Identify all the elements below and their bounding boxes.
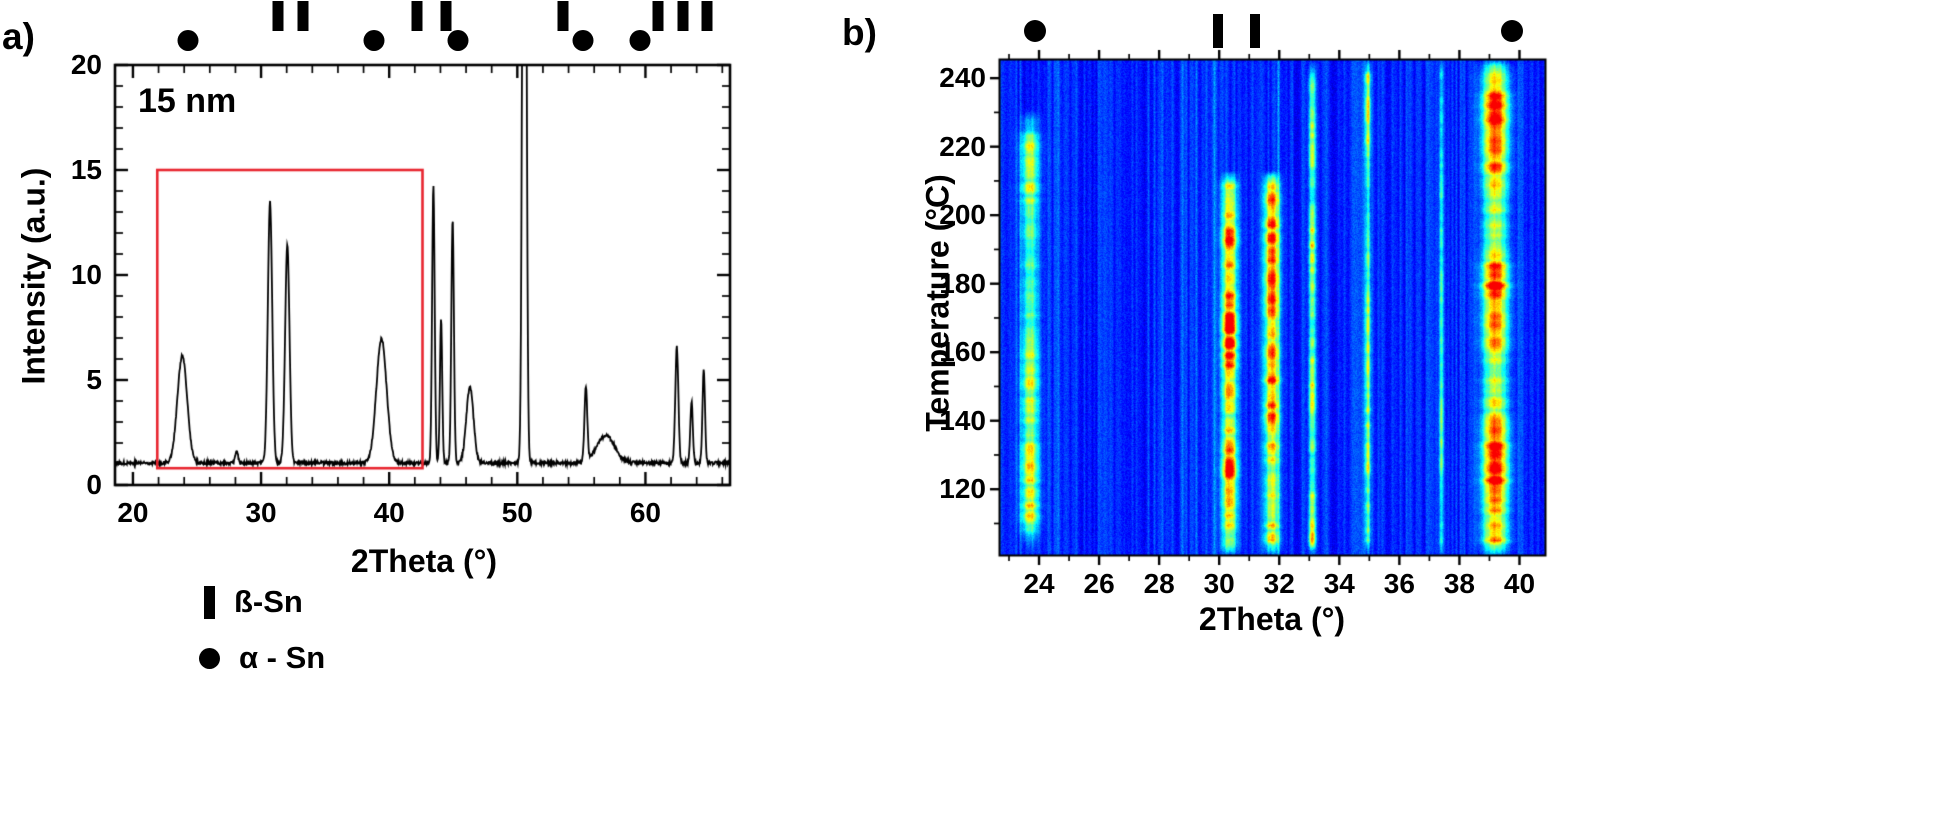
beta-sn-peak-marker <box>557 1 569 31</box>
a-y-tick-label: 10 <box>70 259 102 290</box>
alpha-sn-peak-marker <box>1500 20 1523 42</box>
b-x-tick-label: 28 <box>1143 568 1175 599</box>
film-thickness-annotation: 15 nm <box>138 82 237 120</box>
beta-sn-peak-marker <box>411 1 423 31</box>
panel-b-label: b) <box>842 12 877 53</box>
beta-sn-peak-marker <box>440 1 452 31</box>
panel-a-label: a) <box>2 16 35 57</box>
legend-beta-sn: ß-Sn <box>204 584 303 620</box>
b-x-tick-label: 34 <box>1323 568 1355 599</box>
a-y-tick-label: 15 <box>70 154 102 185</box>
alpha-sn-peak-marker <box>1023 20 1046 42</box>
beta-sn-peak-marker <box>272 1 284 31</box>
beta-sn-peak-marker <box>297 1 309 31</box>
b-x-tick-label: 32 <box>1263 568 1295 599</box>
b-x-tick-label: 38 <box>1443 568 1475 599</box>
b-x-tick-label: 36 <box>1383 568 1415 599</box>
b-y-tick-label: 180 <box>939 267 986 299</box>
beta-sn-peak-marker <box>1212 14 1223 48</box>
xrd-pattern-plot <box>0 0 795 565</box>
a-y-tick-label: 20 <box>70 49 102 80</box>
alpha-sn-peak-marker <box>629 30 651 51</box>
beta-sn-peak-marker <box>652 1 664 31</box>
panel-b: b) Temperature (°C) 2Theta (°) 24 26 28 30 3… <box>800 0 1954 836</box>
b-x-tick-label: 26 <box>1083 568 1115 599</box>
b-x-tick-label: 40 <box>1503 568 1536 599</box>
alpha-sn-dot-icon <box>199 647 220 669</box>
b-x-tick-label: 24 <box>1023 568 1055 599</box>
legend-alpha-sn: α - Sn <box>199 640 325 676</box>
b-x-axis-title: 2Theta (°) <box>1198 601 1346 637</box>
alpha-sn-peak-marker <box>447 30 469 51</box>
b-y-tick-label: 140 <box>939 404 986 436</box>
b-y-tick-label: 240 <box>939 62 986 94</box>
a-x-tick-label: 40 <box>373 497 405 528</box>
alpha-sn-peak-marker <box>572 30 594 51</box>
alpha-sn-label: α - Sn <box>239 640 326 675</box>
b-x-tick-label: 30 <box>1203 568 1235 599</box>
a-x-tick-label: 20 <box>117 497 149 528</box>
a-x-tick-label: 30 <box>245 497 277 528</box>
a-x-tick-label: 60 <box>629 497 662 528</box>
panel-a: a) 15 nm Intensity (a.u.) 2Theta (°) ß-S… <box>0 0 795 836</box>
beta-sn-peak-marker <box>677 1 689 31</box>
b-y-tick-label: 200 <box>939 199 986 231</box>
a-y-tick-label: 0 <box>86 469 102 500</box>
a-x-axis-title: 2Theta (°) <box>350 543 498 579</box>
b-y-tick-label: 220 <box>939 130 986 162</box>
b-y-tick-label: 160 <box>939 336 986 368</box>
alpha-sn-peak-marker <box>177 30 199 51</box>
beta-sn-bar-icon <box>204 585 215 619</box>
beta-sn-peak-marker <box>1250 14 1261 48</box>
beta-sn-peak-marker <box>701 1 713 31</box>
a-y-axis-title: Intensity (a.u.) <box>15 167 52 385</box>
alpha-sn-peak-marker <box>363 30 385 51</box>
a-y-tick-label: 5 <box>86 364 102 395</box>
beta-sn-label: ß-Sn <box>234 584 303 619</box>
a-x-tick-label: 50 <box>501 497 533 528</box>
temperature-heatmap-plot <box>800 0 1954 680</box>
b-y-tick-label: 120 <box>939 473 986 505</box>
